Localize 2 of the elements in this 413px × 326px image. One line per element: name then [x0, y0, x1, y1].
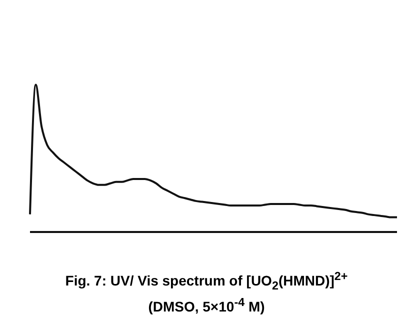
text: Fig. 7: UV/ Vis spectrum of [UO$_{2}$(HMND)]$^{2+}$ [64, 269, 349, 294]
text: (DMSO, 5×10$^{-4}$ M) [147, 295, 266, 316]
